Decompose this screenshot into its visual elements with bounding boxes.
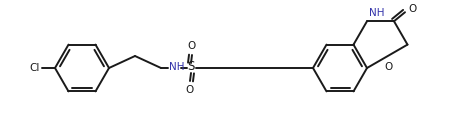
Text: Cl: Cl <box>30 63 40 73</box>
Text: NH: NH <box>169 62 185 72</box>
Text: O: O <box>186 85 194 95</box>
Text: NH: NH <box>369 8 384 18</box>
Text: O: O <box>384 62 392 72</box>
Text: O: O <box>188 41 196 51</box>
Text: S: S <box>187 61 195 73</box>
Text: O: O <box>408 4 416 14</box>
